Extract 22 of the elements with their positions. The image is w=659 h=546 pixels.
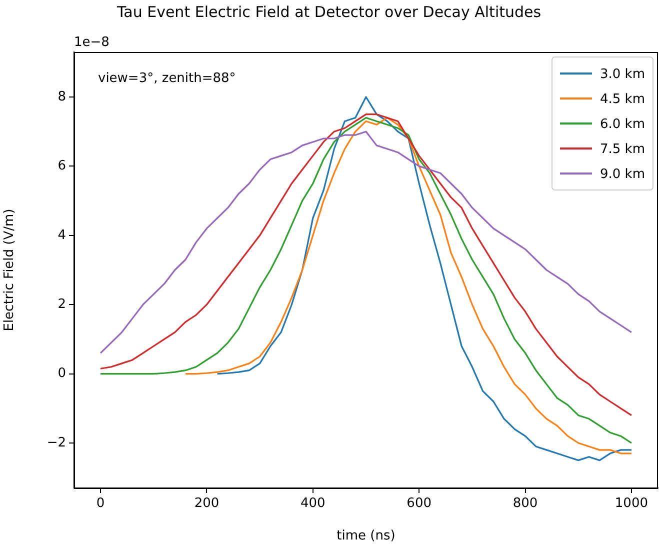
legend-label: 7.5 km [600, 142, 645, 157]
chart-title: Tau Event Electric Field at Detector over Decay Altitudes [116, 2, 542, 21]
x-tick-label: 0 [96, 496, 105, 512]
text: 1e−8 [74, 35, 110, 50]
legend-label: 9.0 km [600, 166, 645, 182]
y-tick-label: 4 [58, 228, 66, 243]
legend-label: 6.0 km [600, 116, 645, 132]
annotation: view=3°, zenith=88° [98, 71, 236, 86]
x-tick-label: 200 [194, 496, 220, 512]
x-tick-label: 1000 [614, 496, 648, 512]
y-tick-label: 2 [58, 296, 66, 312]
y-axis-title: Electric Field (V/m) [2, 208, 18, 332]
x-tick-label: 800 [512, 496, 538, 512]
y-tick-label: 0 [58, 366, 66, 382]
legend-label: 3.0 km [600, 66, 645, 82]
y-tick-label: 8 [58, 89, 66, 104]
x-tick-label: 400 [300, 496, 326, 512]
x-tick-label: 600 [406, 496, 432, 512]
legend-label: 4.5 km [600, 92, 645, 107]
x-axis-title: time (ns) [336, 528, 396, 544]
y-tick-label: 6 [58, 158, 66, 174]
y-tick-label: −2 [46, 435, 66, 450]
